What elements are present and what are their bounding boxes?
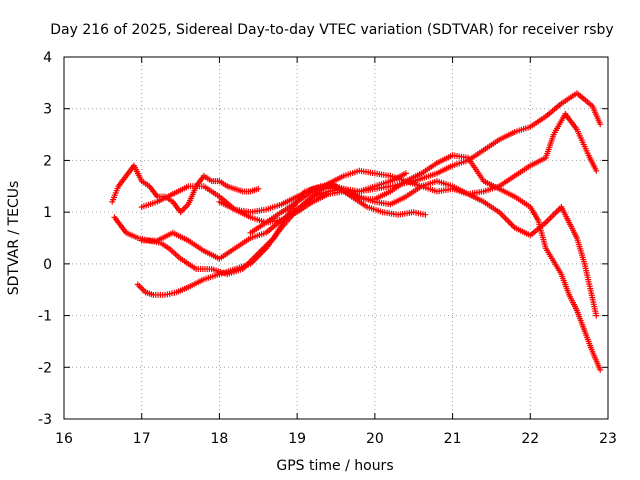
y-tick-label: 4 [43,50,52,66]
data-marks [109,90,604,373]
data-point-markers [247,110,600,236]
series-track-7 [247,110,600,236]
x-tick-label: 19 [288,431,306,447]
x-tick-label: 17 [133,431,151,447]
y-tick-label: 3 [43,102,52,118]
axis-ticks [63,56,609,420]
y-tick-label: 0 [43,257,52,273]
series-track-5 [138,167,600,319]
data-point-markers [138,90,604,226]
series-track-4 [138,90,604,226]
x-tick-label: 22 [521,431,539,447]
x-tick-label: 21 [444,431,462,447]
x-tick-label: 23 [599,431,617,447]
x-tick-label: 20 [366,431,384,447]
x-tick-label: 16 [55,431,73,447]
plot-grid [64,57,608,419]
y-tick-label: -3 [38,412,52,428]
y-tick-label: -1 [38,309,52,325]
chart-title: Day 216 of 2025, Sidereal Day-to-day VTE… [50,22,613,38]
y-tick-label: -2 [38,360,52,376]
x-axis-title: GPS time / hours [276,458,393,474]
y-tick-label: 1 [43,205,52,221]
x-tick-labels: 16 17 18 19 20 21 22 23 [55,431,617,447]
plot-frame [63,56,609,420]
y-tick-labels: -3 -2 -1 0 1 2 3 4 [38,50,52,428]
y-tick-label: 2 [43,153,52,169]
data-point-markers [138,167,600,319]
x-tick-label: 18 [211,431,229,447]
y-axis-title: SDTVAR / TECUs [6,181,22,296]
